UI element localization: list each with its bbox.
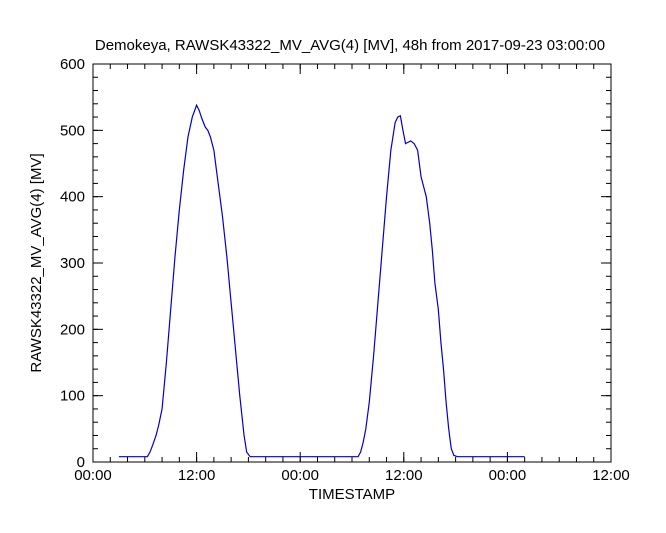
x-tick-label: 00:00	[281, 467, 319, 484]
y-axis-label: RAWSK43322_MV_AVG(4) [MV]	[28, 153, 45, 372]
y-tick-label: 100	[60, 388, 85, 405]
y-tick-label: 200	[60, 321, 85, 338]
y-tick-label: 0	[77, 454, 85, 471]
y-tick-label: 600	[60, 56, 85, 73]
x-tick-label: 12:00	[385, 467, 423, 484]
chart-title: Demokeya, RAWSK43322_MV_AVG(4) [MV], 48h…	[95, 37, 605, 54]
y-tick-label: 400	[60, 189, 85, 206]
x-tick-label: 00:00	[489, 467, 527, 484]
x-axis: 00:00 12:00 00:00 12:00 00:00 12:00	[74, 64, 630, 484]
y-tick-label: 300	[60, 255, 85, 272]
series-line	[118, 103, 525, 458]
x-axis-label: TIMESTAMP	[309, 486, 395, 503]
y-axis: 0 100 200 300 400 500 600	[60, 56, 611, 471]
plot-frame	[92, 63, 612, 463]
y-tick-label: 500	[60, 122, 85, 139]
x-tick-label: 00:00	[74, 467, 112, 484]
x-tick-label: 12:00	[592, 467, 630, 484]
x-tick-label: 12:00	[178, 467, 216, 484]
